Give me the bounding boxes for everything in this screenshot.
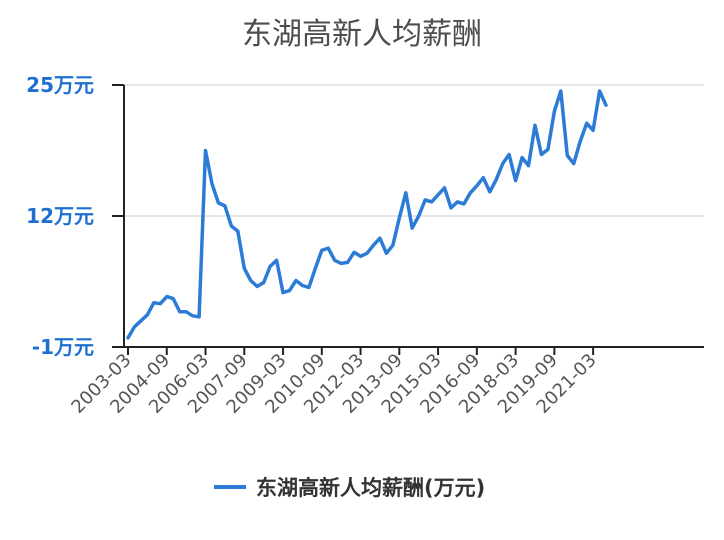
legend-swatch — [214, 485, 246, 489]
series-layer — [126, 89, 608, 340]
y-axis-ticks: 25万元 12万元 -1万元 — [26, 73, 124, 359]
series-line-0 — [126, 89, 608, 340]
chart-title: 东湖高新人均薪酬 — [242, 17, 482, 52]
x-axis-ticks: 2003-032004-092006-032007-092009-032010-… — [67, 347, 601, 418]
y-tick-label-top: 25万元 — [26, 73, 94, 97]
y-tick-label-bottom: -1万元 — [32, 335, 94, 359]
gridlines — [124, 84, 704, 217]
y-tick-label-middle: 12万元 — [26, 204, 94, 228]
legend: 东湖高新人均薪酬(万元) — [214, 476, 485, 500]
legend-label: 东湖高新人均薪酬(万元) — [256, 476, 485, 500]
